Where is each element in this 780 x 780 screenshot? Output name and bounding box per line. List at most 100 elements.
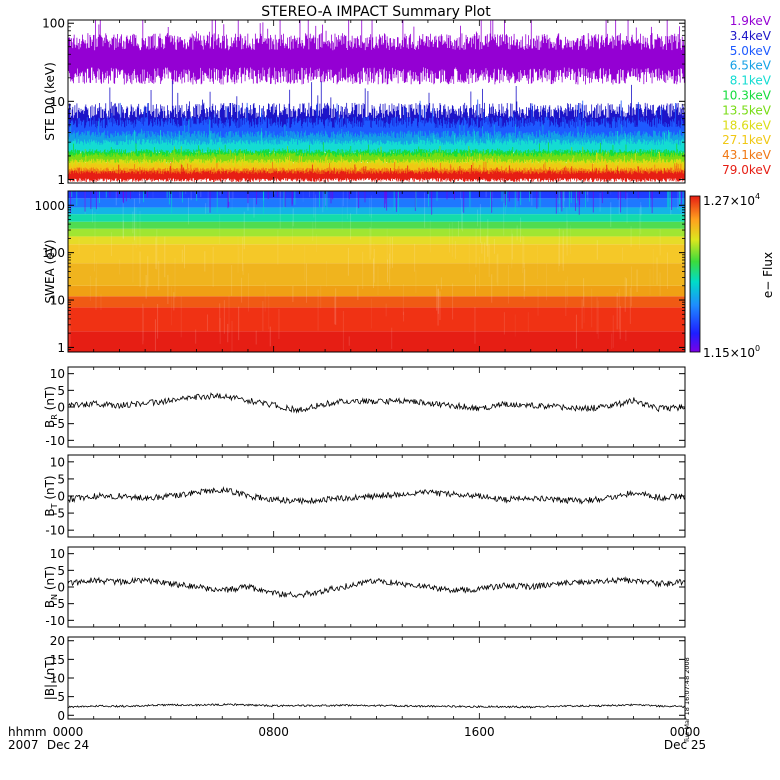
panel-content [68,20,685,183]
heatmap-streak [640,205,642,216]
heatmap-streak [436,284,438,311]
heatmap-streak [415,270,417,293]
heatmap-edge-streak [678,191,680,211]
heatmap-streak [369,197,371,217]
heatmap-band [68,191,685,199]
heatmap-streak [95,261,97,298]
heatmap-streak [348,336,350,346]
colorbar-min-label: 1.15×100 [703,344,760,360]
heatmap-streak [292,285,294,303]
heatmap-streak [133,198,135,241]
heatmap-streak [357,285,359,301]
heatmap-streak [305,263,307,303]
y-tick-label: 0 [57,709,65,723]
heatmap-edge-streak [570,191,572,203]
heatmap-streak [248,273,250,312]
y-axis-label: STE D0 (keV) [43,62,57,141]
heatmap-streak [370,195,372,218]
heatmap-edge-streak [364,191,366,203]
heatmap-edge-streak [446,191,448,200]
heatmap-edge-streak [227,191,229,209]
heatmap-edge-streak [143,191,145,203]
heatmap-streak [622,247,624,261]
heatmap-edge-streak [505,191,507,206]
heatmap-streak [122,220,124,240]
heatmap-streak [580,191,582,195]
heatmap-edge-streak [330,191,332,204]
heatmap-edge-streak [71,191,73,198]
heatmap-streak [139,251,141,288]
heatmap-streak [94,212,96,246]
heatmap-streak [640,201,642,235]
heatmap-edge-streak [651,191,653,214]
b-field-line [68,392,685,414]
heatmap-edge-streak [348,191,350,200]
heatmap-streak [616,292,618,330]
y-tick-label: 10 [50,672,65,686]
heatmap-streak [212,246,214,287]
heatmap-streak [95,277,97,310]
heatmap-streak [619,306,621,340]
panel-content [68,486,685,506]
heatmap-edge-streak [395,191,397,212]
heatmap-streak [164,236,166,278]
heatmap-band [68,331,685,352]
panel-frame [67,636,686,720]
heatmap-streak [437,288,439,314]
heatmap-streak [350,213,352,240]
heatmap-streak [461,198,463,230]
heatmap-streak [599,193,601,212]
heatmap-streak [612,315,614,348]
heatmap-edge-streak [247,191,249,204]
heatmap-streak [185,191,187,194]
heatmap-streak [511,229,513,269]
heatmap-edge-streak [671,191,673,210]
time-axis-row1-label: hhmm [8,725,47,739]
heatmap-streak [204,251,206,272]
heatmap-edge-streak [70,191,72,214]
heatmap-streak [563,191,565,208]
heatmap-streak [452,283,454,320]
heatmap-edge-streak [491,191,493,213]
y-axis-label: BN (nT) [43,566,59,608]
heatmap-edge-streak [90,191,92,210]
heatmap-edge-streak [196,191,198,201]
heatmap-band [68,221,685,229]
heatmap-streak [179,191,181,198]
y-tick-label: -5 [53,417,65,431]
heatmap-streak [268,294,270,330]
heatmap-streak [122,201,124,239]
heatmap-streak [389,253,391,290]
heatmap-streak [386,228,388,263]
legend-entry: 5.0keV [730,44,772,58]
y-tick-label: 20 [50,634,65,648]
heatmap-edge-streak [116,191,118,198]
heatmap-edge-streak [637,191,639,199]
heatmap-streak [139,191,141,196]
heatmap-edge-streak [294,191,296,205]
heatmap-edge-streak [617,191,619,200]
heatmap-edge-streak [256,191,258,205]
y-tick-label: 10 [50,367,65,381]
heatmap-streak [132,241,134,283]
panel-content [68,191,685,352]
heatmap-streak [181,249,183,263]
heatmap-streak [516,191,518,207]
heatmap-edge-streak [592,191,594,213]
heatmap-streak [531,191,533,206]
y-tick-label: 1 [57,341,65,355]
heatmap-streak [292,220,294,251]
heatmap-edge-streak [490,191,492,212]
heatmap-streak [437,289,439,326]
legend-entry: 79.0keV [722,163,772,177]
heatmap-edge-streak [601,191,603,204]
heatmap-streak [497,253,499,286]
heatmap-edge-streak [506,191,508,208]
heatmap-streak [370,213,372,255]
heatmap-edge-streak [469,191,471,198]
heatmap-edge-streak [168,191,170,205]
heatmap-streak [523,236,525,268]
heatmap-streak [451,221,453,257]
heatmap-edge-streak [625,191,627,200]
heatmap-streak [152,191,154,198]
